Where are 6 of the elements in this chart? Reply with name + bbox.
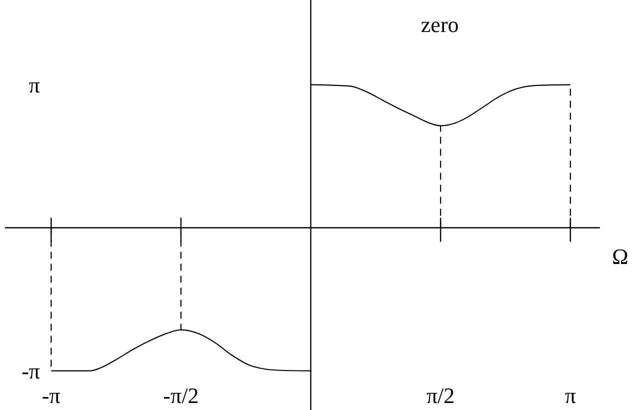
x-tick-label: -π [42, 383, 60, 408]
x-tick-label: π/2 [426, 383, 455, 408]
x-tick-label: π [564, 383, 576, 408]
x-tick-label: -π/2 [163, 383, 199, 408]
annotation: zero [420, 12, 459, 37]
x-axis-title: Ω [612, 244, 628, 269]
